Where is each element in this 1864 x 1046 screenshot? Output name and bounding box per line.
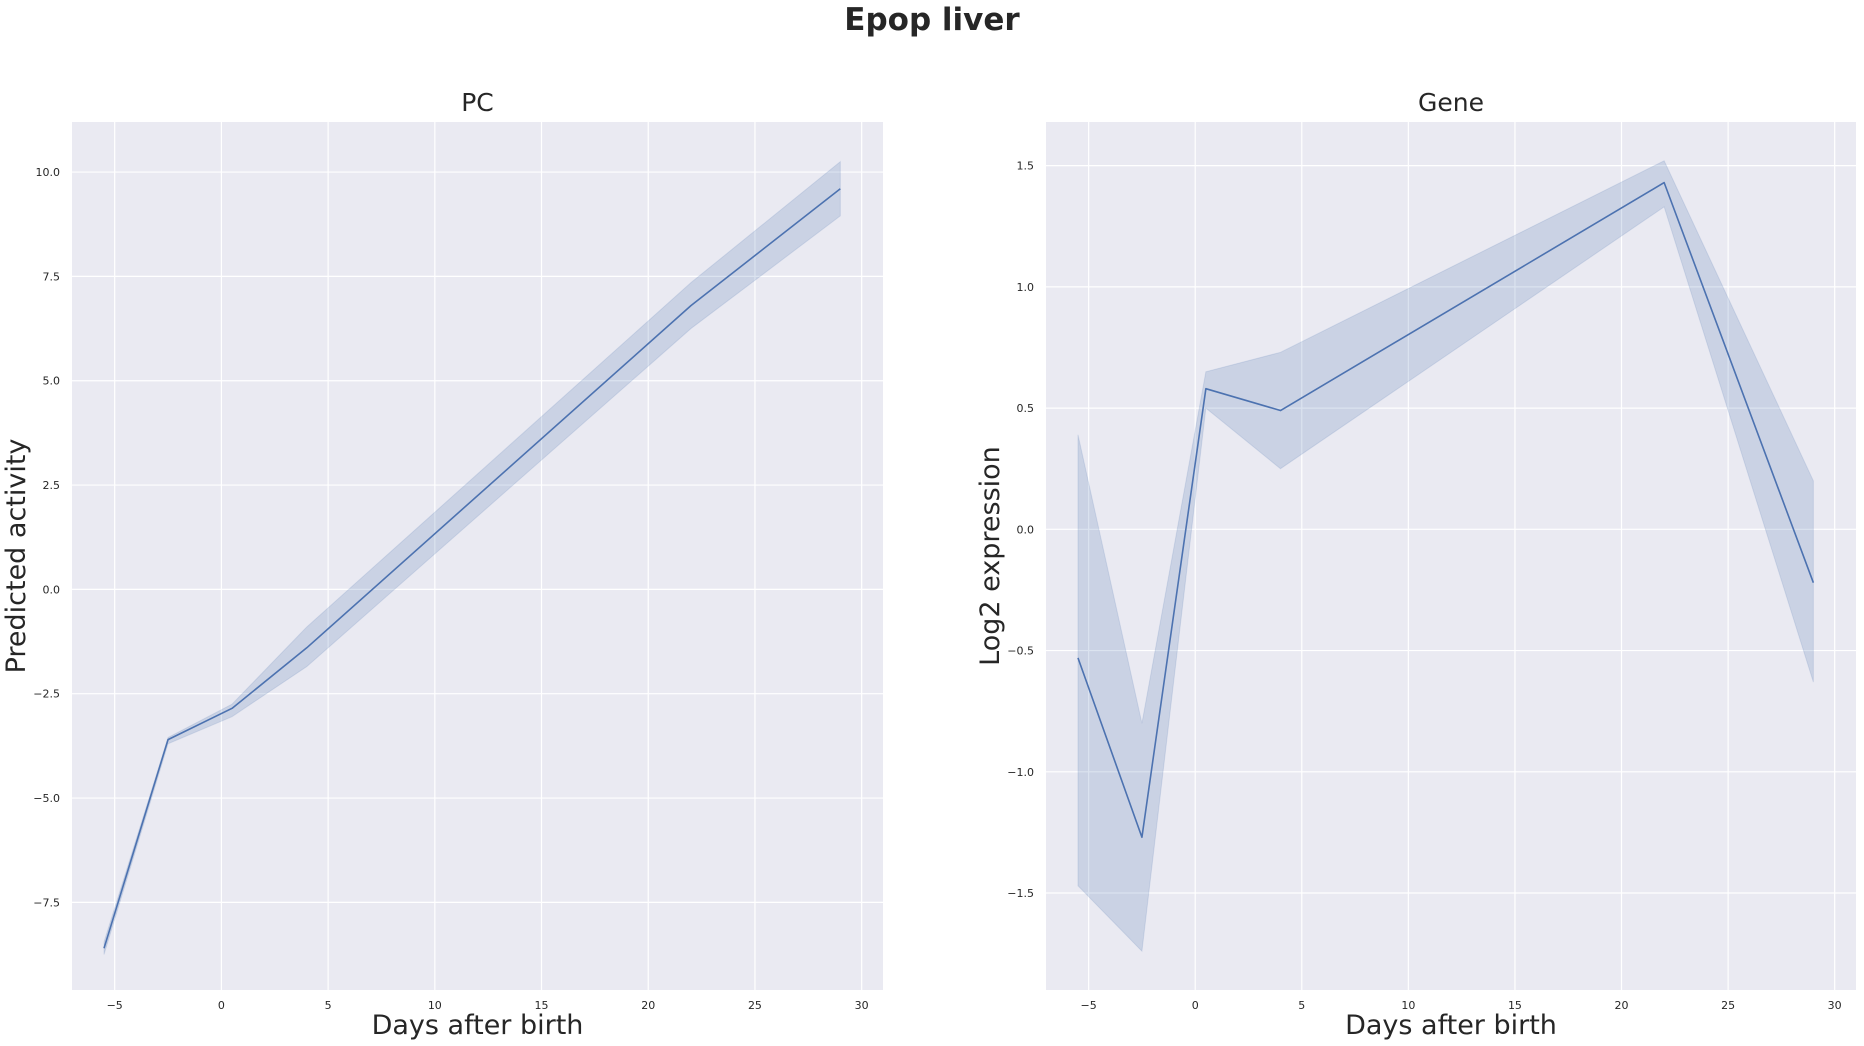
- pc-x-tick-label: −5: [107, 999, 123, 1012]
- pc-x-tick-label: 25: [748, 999, 762, 1012]
- pc-plot-area: [72, 122, 883, 990]
- gene-y-tick-label: 1.5: [1017, 160, 1035, 173]
- pc-y-tick-label: −7.5: [33, 896, 60, 909]
- pc-x-tick-label: 20: [641, 999, 655, 1012]
- pc-data-point: [838, 187, 842, 191]
- gene-marks: [1076, 160, 1815, 953]
- pc-panel-title: PC: [461, 88, 494, 117]
- pc-x-axis-label: Days after birth: [372, 1010, 584, 1041]
- pc-panel: −5 0 5 10 15 20 25 30 −7.5 −5.0 −2.5 0.0 2.5 5.0 7.5 10…: [1, 88, 883, 1041]
- gene-series-line: [1077, 181, 1815, 839]
- figure-title: Epop liver: [844, 2, 1020, 38]
- gene-y-axis-label: Log2 expression: [975, 446, 1006, 666]
- gene-x-tick-label: 20: [1615, 999, 1629, 1012]
- pc-data-point: [230, 706, 234, 710]
- pc-y-tick-label: −2.5: [33, 688, 60, 701]
- gene-grid: [1046, 122, 1856, 990]
- gene-y-tick-label: −0.5: [1007, 645, 1034, 658]
- pc-data-point: [689, 304, 693, 308]
- gene-x-tick-label: 25: [1721, 999, 1735, 1012]
- gene-x-tick-label: 30: [1828, 999, 1842, 1012]
- gene-data-point: [1278, 409, 1282, 413]
- gene-plot-area: [1046, 122, 1856, 990]
- gene-y-tick-label: 0.5: [1017, 402, 1035, 415]
- gene-data-point: [1140, 835, 1144, 839]
- pc-y-tick-label: 2.5: [43, 479, 61, 492]
- gene-panel: −5 0 5 10 15 20 25 30 −1.5 −1.0 −0.5 0.0 0.5 1.0 1.5 G…: [975, 88, 1856, 1041]
- gene-x-tick-label: 5: [1298, 999, 1305, 1012]
- gene-data-point: [1662, 181, 1666, 185]
- gene-data-point: [1811, 581, 1815, 585]
- gene-x-tick-label: 0: [1192, 999, 1199, 1012]
- pc-x-tick-label: 10: [428, 999, 442, 1012]
- pc-x-tick-label: 15: [535, 999, 549, 1012]
- pc-x-tick-label: 30: [855, 999, 869, 1012]
- gene-y-tick-label: 0.0: [1017, 523, 1035, 536]
- pc-confidence-band: [103, 160, 841, 955]
- gene-x-tick-label: 10: [1401, 999, 1415, 1012]
- gene-y-tick-label: −1.0: [1007, 766, 1034, 779]
- pc-series-line: [103, 188, 841, 949]
- pc-y-tick-label: 10.0: [36, 166, 61, 179]
- gene-y-tick-label: −1.5: [1007, 887, 1034, 900]
- gene-ticks: −5 0 5 10 15 20 25 30 −1.5 −1.0 −0.5 0.0 0.5 1.0 1.5: [1007, 160, 1841, 1012]
- gene-confidence-band: [1077, 160, 1814, 953]
- pc-x-tick-label: 0: [218, 999, 225, 1012]
- pc-y-axis-label: Predicted activity: [1, 439, 32, 674]
- gene-data-point: [1076, 656, 1080, 660]
- gene-x-tick-label: −5: [1081, 999, 1097, 1012]
- pc-data-point: [166, 738, 170, 742]
- pc-y-tick-label: 5.0: [43, 375, 61, 388]
- pc-grid: [72, 122, 883, 990]
- gene-x-axis-label: Days after birth: [1345, 1010, 1557, 1041]
- gene-data-point: [1204, 387, 1208, 391]
- pc-data-point: [305, 646, 309, 650]
- gene-panel-title: Gene: [1418, 88, 1484, 117]
- gene-y-tick-label: 1.0: [1017, 281, 1035, 294]
- gene-x-tick-label: 15: [1508, 999, 1522, 1012]
- pc-ticks: −5 0 5 10 15 20 25 30 −7.5 −5.0 −2.5 0.0 2.5 5.0 7.5 10…: [33, 166, 868, 1012]
- pc-data-point: [102, 946, 106, 950]
- pc-y-tick-label: 0.0: [43, 583, 61, 596]
- pc-marks: [102, 160, 842, 955]
- pc-y-tick-label: −5.0: [33, 792, 60, 805]
- pc-y-tick-label: 7.5: [43, 270, 61, 283]
- pc-x-tick-label: 5: [325, 999, 332, 1012]
